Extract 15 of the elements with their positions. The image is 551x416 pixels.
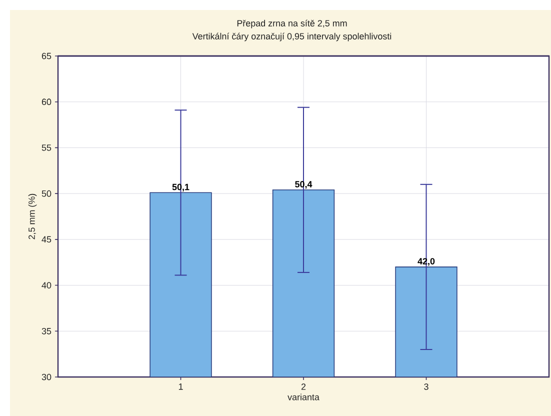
y-tick-label: 30 — [42, 374, 52, 380]
x-tick-label: 2 — [301, 384, 306, 390]
y-axis-title: 2,5 mm (%) — [28, 194, 37, 240]
x-axis-title: varianta — [288, 394, 320, 400]
y-tick-label: 65 — [42, 52, 52, 60]
y-tick-label: 45 — [42, 236, 52, 243]
x-tick-label: 3 — [424, 384, 428, 390]
y-tick-label: 55 — [42, 144, 52, 151]
x-tick-label: 1 — [178, 384, 183, 390]
y-tick-label: 40 — [42, 282, 52, 288]
y-tick-label: 50 — [42, 190, 52, 197]
chart-subtitle: Vertikální čáry označují 0,95 intervaly spolehlivosti — [192, 32, 392, 42]
chart-title: Přepad zrna na sítě 2,5 mm — [237, 20, 347, 28]
y-tick-label: 35 — [42, 328, 52, 334]
y-tick-label: 60 — [42, 98, 52, 106]
